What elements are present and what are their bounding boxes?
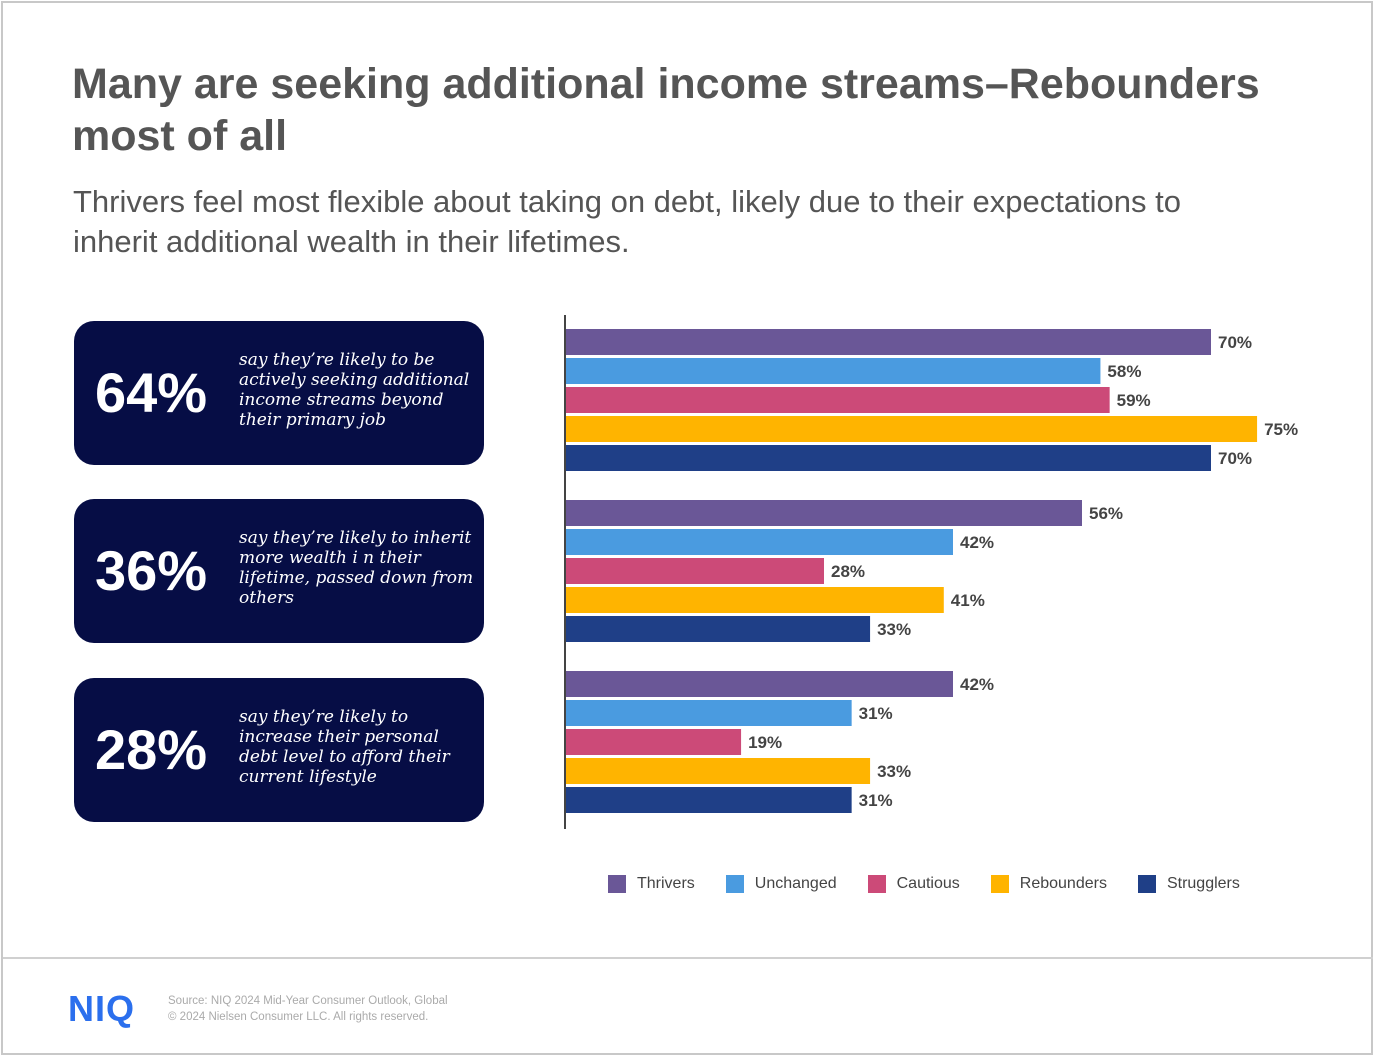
data-label: 56% — [1089, 504, 1123, 523]
bar-thrivers — [566, 500, 1082, 526]
bar-strugglers — [566, 445, 1211, 471]
bar-cautious — [566, 729, 742, 755]
bar-strugglers — [566, 616, 871, 642]
callout-value: 36% — [95, 539, 208, 602]
legend-label: Rebounders — [1019, 875, 1107, 892]
source-note: Source: NIQ 2024 Mid-Year Consumer Outlo… — [168, 993, 448, 1025]
legend-label: Unchanged — [754, 875, 837, 892]
legend-item: Thrivers — [608, 875, 695, 893]
callout-value: 64% — [95, 361, 208, 424]
data-label: 31% — [859, 791, 893, 810]
data-label: 42% — [960, 675, 994, 694]
callout-text: say they’re likely to be actively seekin… — [239, 350, 470, 430]
bar-unchanged — [566, 358, 1101, 384]
callout-text: say they’re likely to inherit more wealt… — [239, 528, 474, 608]
bar-unchanged — [566, 700, 852, 726]
legend-swatch — [608, 875, 626, 893]
bar-rebounders — [566, 587, 944, 613]
data-label: 31% — [859, 704, 893, 723]
data-label: 42% — [960, 533, 994, 552]
callout-box: 64% say they’re likely to be actively se… — [74, 321, 484, 465]
legend-item: Cautious — [867, 875, 960, 893]
legend: Thrivers Unchanged Cautious Rebounders Strug… — [608, 875, 1271, 893]
legend-swatch — [1137, 875, 1156, 893]
niq-logo: NIQ — [68, 988, 136, 1029]
copyright-text: © 2024 Nielsen Consumer LLC. All rights … — [168, 1011, 429, 1023]
data-label: 33% — [877, 762, 911, 781]
callout-box: 28% say they’re likely to increase their… — [74, 678, 484, 822]
data-label: 70% — [1218, 333, 1252, 352]
data-label: 58% — [1107, 362, 1141, 381]
bar-thrivers — [566, 671, 953, 697]
divider — [3, 957, 1373, 959]
legend-swatch — [725, 875, 744, 893]
legend-label: Strugglers — [1166, 875, 1240, 892]
data-label: 70% — [1218, 449, 1252, 468]
data-label: 59% — [1117, 391, 1151, 410]
bar-cautious — [566, 387, 1110, 413]
bar-rebounders — [566, 416, 1258, 442]
subtitle: Thrivers feel most flexible about taking… — [73, 184, 1181, 259]
callout-value: 28% — [95, 718, 208, 781]
legend-item: Rebounders — [990, 875, 1107, 893]
bar-unchanged — [566, 529, 953, 555]
data-label: 28% — [831, 562, 865, 581]
bar-thrivers — [566, 329, 1211, 355]
legend-swatch — [867, 875, 886, 893]
bar-strugglers — [566, 787, 852, 813]
callout-text: say they’re likely to increase their per… — [239, 707, 450, 787]
data-label: 19% — [748, 733, 782, 752]
data-label: 33% — [877, 620, 911, 639]
legend-swatch — [990, 875, 1009, 893]
legend-label: Thrivers — [637, 875, 695, 892]
data-label: 41% — [951, 591, 985, 610]
bar-rebounders — [566, 758, 871, 784]
page-title: Many are seeking additional income strea… — [72, 60, 1260, 160]
data-label: 75% — [1264, 420, 1298, 439]
legend-item: Unchanged — [725, 875, 837, 893]
callout-box: 36% say they’re likely to inherit more w… — [74, 499, 484, 643]
legend-item: Strugglers — [1137, 875, 1240, 893]
source-text: Source: NIQ 2024 Mid-Year Consumer Outlo… — [168, 995, 448, 1007]
bar-cautious — [566, 558, 824, 584]
legend-label: Cautious — [896, 875, 960, 892]
